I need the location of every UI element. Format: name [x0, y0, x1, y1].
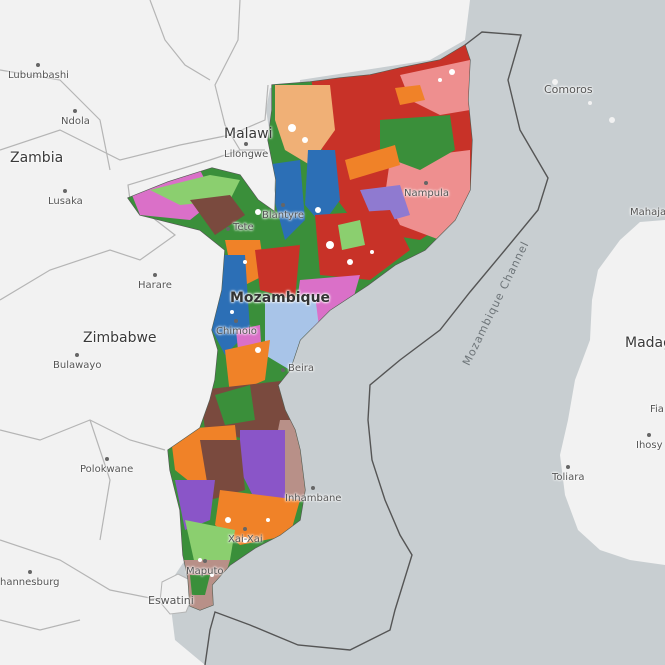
city-label-lusaka[interactable]: Lusaka	[48, 189, 83, 207]
city-label-blantyre[interactable]: Blantyre	[262, 203, 304, 221]
landcover-patch	[190, 195, 245, 235]
landcover-patch	[338, 220, 365, 250]
comoros-island	[588, 101, 592, 105]
landcover-patch	[380, 115, 455, 170]
city-label-ndola[interactable]: Ndola	[61, 109, 90, 127]
city-label-mahajanga[interactable]: Mahajan	[630, 207, 665, 218]
comoros-island	[609, 117, 615, 123]
eez-boundary	[204, 31, 549, 665]
city-label-maputo[interactable]: Maputo	[186, 559, 224, 577]
landcover-patch	[215, 490, 300, 545]
city-label-tete[interactable]: Tete	[226, 222, 254, 233]
comoros-island	[552, 79, 558, 85]
landcover-patch	[190, 575, 210, 595]
city-label-lilongwe[interactable]: Lilongwe	[224, 142, 269, 160]
country-label-comoros[interactable]: Comoros	[544, 83, 593, 96]
landcover-patch	[215, 385, 255, 425]
landcover-patch	[345, 145, 400, 180]
city-label-lubumbashi[interactable]: Lubumbashi	[8, 63, 69, 81]
landcover-patch	[240, 430, 285, 500]
country-label-madagascar[interactable]: Madag	[625, 335, 665, 351]
landcover-patch	[225, 340, 270, 395]
city-label-johannesburg[interactable]: hannesburg	[0, 570, 60, 588]
landcover-patch	[305, 150, 340, 225]
landcover-patch	[185, 520, 235, 565]
landcover-patch	[175, 480, 215, 530]
city-label-toliara[interactable]: Toliara	[552, 465, 585, 483]
city-label-fia[interactable]: Fia	[650, 404, 664, 415]
country-label-zimbabwe[interactable]: Zimbabwe	[83, 330, 157, 346]
city-label-polokwane[interactable]: Polokwane	[80, 457, 134, 475]
city-label-nampula[interactable]: Nampula	[404, 181, 449, 199]
country-label-eswatini[interactable]: Eswatini	[148, 594, 194, 607]
eswatini-border	[159, 573, 193, 615]
city-label-inhambane[interactable]: Inhambane	[285, 486, 342, 504]
landcover-patch	[255, 245, 300, 300]
madagascar-landmass	[560, 220, 665, 565]
country-label-mozambique[interactable]: Mozambique	[230, 290, 331, 306]
city-label-xai-xai[interactable]: Xai-Xai	[228, 527, 263, 545]
city-label-harare[interactable]: Harare	[138, 273, 172, 291]
landcover-patch	[395, 85, 425, 105]
city-label-beira[interactable]: Beira	[280, 363, 315, 374]
country-label-malawi[interactable]: Malawi	[224, 126, 273, 142]
city-label-bulawayo[interactable]: Bulawayo	[53, 353, 102, 371]
city-label-chimoio[interactable]: Chimoio	[216, 319, 257, 337]
country-label-zambia[interactable]: Zambia	[10, 150, 64, 166]
landcover-patch	[275, 85, 335, 165]
landcover-patch	[385, 150, 470, 240]
landcover-patch	[265, 295, 320, 370]
city-label-ihosy[interactable]: Ihosy	[636, 433, 663, 451]
